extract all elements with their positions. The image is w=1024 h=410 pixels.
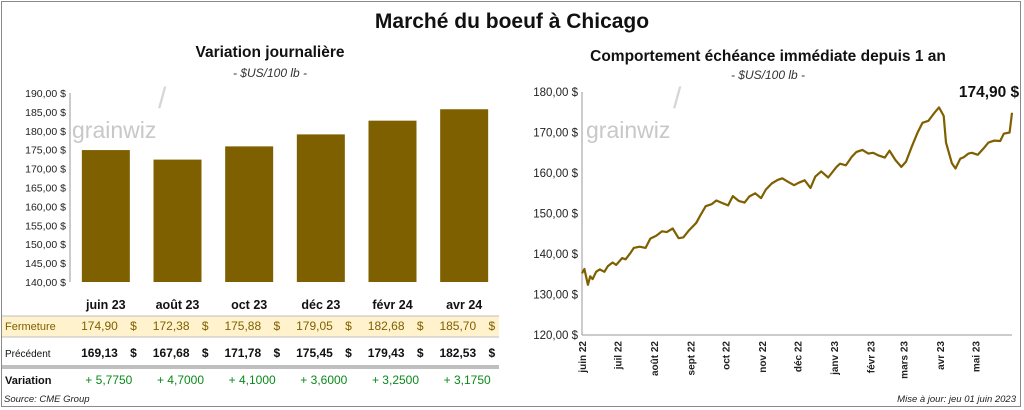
left-chart-title: Variation journalière <box>195 44 345 61</box>
bar-avr-24 <box>440 109 489 282</box>
table-cell-currency: $ <box>130 319 137 333</box>
left-y-tick-label: 180,00 $ <box>25 126 66 138</box>
right-x-tick-label: févr 23 <box>867 341 878 374</box>
table-cell: + 4,1000 <box>229 373 276 387</box>
table-cell-currency: $ <box>417 346 424 360</box>
table-cell-currency: $ <box>130 346 137 360</box>
right-y-tick-label: 140,00 $ <box>533 249 578 261</box>
table-cell: 175,45 <box>296 346 333 360</box>
table-header-cell: févr 24 <box>372 298 412 312</box>
right-y-tick-label: 130,00 $ <box>533 290 578 302</box>
right-y-tick-label: 150,00 $ <box>533 209 578 221</box>
table-cell: + 3,2500 <box>372 373 419 387</box>
table-row-label: Variation <box>5 375 52 387</box>
right-x-tick-label: nov 22 <box>758 341 769 373</box>
right-x-tick-label: avr 23 <box>936 341 947 370</box>
table-header-cell: déc 23 <box>301 298 340 312</box>
right-watermark: grainwiz <box>586 117 670 143</box>
table-cell: 179,43 <box>368 346 405 360</box>
table-cell: + 5,7750 <box>85 373 132 387</box>
table-cell-currency: $ <box>345 346 352 360</box>
table-cell-currency: $ <box>273 319 280 333</box>
table-row-label: Fermeture <box>5 321 56 333</box>
table-header-cell: août 23 <box>156 298 200 312</box>
table-row-label: Précédent <box>5 349 51 360</box>
table-cell: 182,68 <box>368 319 405 333</box>
table-cell-currency: $ <box>273 346 280 360</box>
table-cell: 171,78 <box>224 346 261 360</box>
right-chart-unit: - $US/100 lb - <box>730 68 806 82</box>
bar-déc-23 <box>296 134 345 282</box>
right-y-tick-label: 180,00 $ <box>533 87 578 99</box>
left-y-tick-label: 170,00 $ <box>25 164 66 176</box>
left-y-tick-label: 155,00 $ <box>25 220 66 232</box>
table-cell: 174,90 <box>81 319 118 333</box>
table-cell: 185,70 <box>439 319 476 333</box>
main-title: Marché du boeuf à Chicago <box>374 10 650 33</box>
left-y-tick-label: 145,00 $ <box>25 258 66 270</box>
right-x-tick-label: janv 23 <box>830 341 841 376</box>
left-y-tick-label: 160,00 $ <box>25 201 66 213</box>
table-cell-currency: $ <box>202 319 209 333</box>
right-x-tick-label: août 22 <box>650 341 661 376</box>
right-line-chart: grainwiz / 174,90 $ 180,00 $ 170,00 $ 160,… <box>533 82 1019 379</box>
update-note: Mise à jour: jeu 01 juin 2023 <box>897 394 1016 405</box>
left-y-tick-label: 185,00 $ <box>25 107 66 119</box>
right-x-tick-label: juin 22 <box>578 341 589 374</box>
price-series-line <box>581 106 1014 286</box>
right-chart-title: Comportement échéance immédiate depuis 1… <box>590 48 946 65</box>
table-cell-currency: $ <box>488 319 495 333</box>
bar-févr-24 <box>368 120 417 282</box>
bar-oct-23 <box>225 146 274 282</box>
table-cell-currency: $ <box>345 319 352 333</box>
left-y-tick-label: 190,00 $ <box>25 88 66 100</box>
table-cell: + 3,6000 <box>300 373 347 387</box>
right-watermark-mark: / <box>673 82 682 115</box>
right-y-tick-label: 170,00 $ <box>533 128 578 140</box>
closing-row-highlight <box>2 316 499 337</box>
table-cell: 175,88 <box>224 319 261 333</box>
table-header-cell: juin 23 <box>85 298 126 312</box>
data-table: juin 23 août 23 oct 23 déc 23 févr 24 avr 24 F… <box>2 298 499 387</box>
right-y-tick-label: 120,00 $ <box>533 330 578 342</box>
table-cell-currency: $ <box>417 319 424 333</box>
table-cell: 169,13 <box>81 346 118 360</box>
left-watermark: grainwiz <box>72 117 156 143</box>
table-cell: 179,05 <box>296 319 333 333</box>
table-cell: + 3,1750 <box>444 373 491 387</box>
table-cell: + 4,7000 <box>157 373 204 387</box>
left-y-tick-label: 140,00 $ <box>25 277 66 289</box>
right-x-tick-label: déc 22 <box>794 341 805 373</box>
left-watermark-mark: / <box>158 82 167 115</box>
right-y-tick-label: 160,00 $ <box>533 168 578 180</box>
table-cell: 172,38 <box>153 319 190 333</box>
left-bar-chart: grainwiz / 190,00 $ 185,00 $ 180,00 $ 175,0… <box>25 82 489 289</box>
table-cell-currency: $ <box>202 346 209 360</box>
left-y-tick-label: 150,00 $ <box>25 239 66 251</box>
source-note: Source: CME Group <box>4 394 90 405</box>
table-header-cell: avr 24 <box>446 298 482 312</box>
left-y-tick-label: 165,00 $ <box>25 183 66 195</box>
left-y-tick-label: 175,00 $ <box>25 145 66 157</box>
right-x-tick-label: juil 22 <box>613 341 624 371</box>
table-cell: 182,53 <box>439 346 476 360</box>
left-chart-unit: - $US/100 lb - <box>232 66 308 80</box>
bar-juin-23 <box>81 150 130 282</box>
table-header-cell: oct 23 <box>231 298 267 312</box>
right-x-tick-label: oct 22 <box>722 341 733 370</box>
right-x-tick-label: mai 23 <box>971 341 982 373</box>
bar-août-23 <box>153 159 202 282</box>
table-cell: 167,68 <box>153 346 190 360</box>
table-cell-currency: $ <box>488 346 495 360</box>
right-x-tick-label: mars 23 <box>900 341 911 379</box>
right-x-tick-label: sept 22 <box>686 341 697 376</box>
last-value-label: 174,90 $ <box>959 84 1020 101</box>
